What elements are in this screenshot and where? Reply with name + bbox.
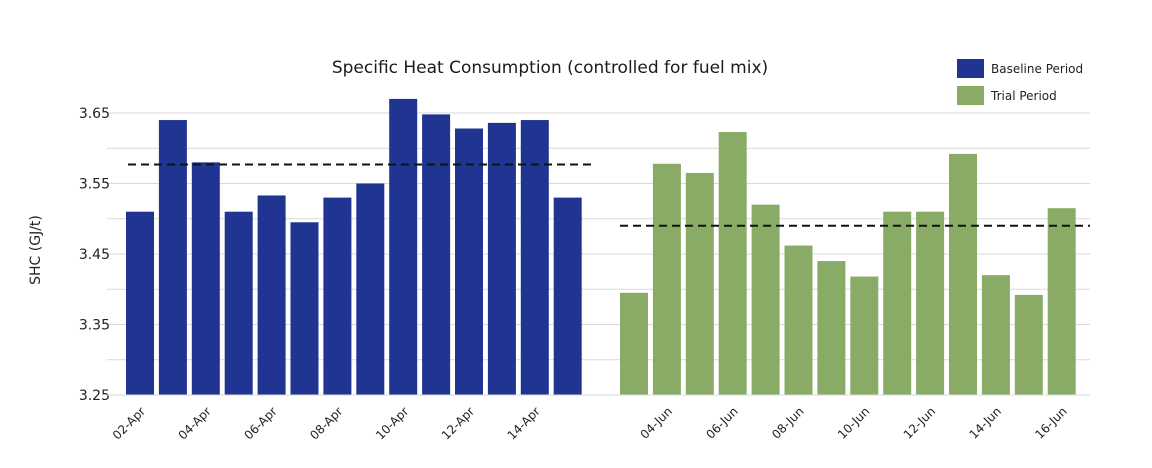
legend-label-baseline: Baseline Period: [991, 62, 1083, 76]
x-tick-label: 08-Jun: [769, 404, 806, 441]
x-tick-label: 16-Jun: [1032, 404, 1069, 441]
bar: [487, 122, 516, 396]
x-tick-label: 04-Apr: [176, 404, 214, 442]
bar: [916, 211, 945, 395]
legend-swatch-trial: [957, 86, 984, 105]
bar: [224, 211, 253, 395]
bar: [191, 162, 220, 395]
y-tick-label: 3.65: [79, 106, 110, 122]
bars: [126, 98, 1076, 396]
bar: [949, 153, 977, 395]
bar: [290, 222, 319, 395]
y-tick-label: 3.25: [79, 388, 110, 404]
bar: [1047, 208, 1076, 395]
y-axis-label: SHC (GJ/t): [28, 215, 44, 285]
x-tick-label: 06-Jun: [703, 404, 740, 441]
legend: Baseline Period Trial Period: [957, 59, 1083, 105]
legend-label-trial: Trial Period: [990, 89, 1057, 103]
y-tick-label: 3.35: [79, 318, 110, 334]
bar: [422, 114, 451, 395]
x-tick-label: 12-Apr: [439, 404, 477, 442]
bar: [323, 197, 352, 395]
bar: [257, 195, 286, 395]
bar: [652, 163, 681, 395]
bar: [356, 183, 385, 395]
x-tick-label: 08-Apr: [307, 404, 345, 442]
bar: [883, 211, 912, 395]
bar: [817, 261, 846, 395]
x-tick-label: 04-Jun: [638, 404, 675, 441]
y-tick-label: 3.55: [79, 177, 110, 193]
y-tick-label: 3.45: [79, 247, 110, 263]
bar: [520, 120, 549, 396]
bar: [685, 172, 714, 395]
bar: [389, 98, 418, 396]
legend-swatch-baseline: [957, 59, 984, 78]
x-tick-label: 06-Apr: [241, 404, 279, 442]
bar: [620, 292, 648, 395]
chart-title: Specific Heat Consumption (controlled fo…: [332, 58, 768, 78]
bar: [981, 275, 1010, 395]
bar: [158, 120, 187, 396]
y-axis: 3.25 3.35 3.45 3.55 3.65: [79, 106, 110, 404]
bar: [126, 211, 154, 395]
bar: [455, 128, 483, 395]
bar: [751, 204, 780, 395]
x-tick-label: 02-Apr: [110, 404, 148, 442]
bar: [718, 132, 747, 395]
bar: [784, 245, 813, 395]
bar: [850, 276, 879, 395]
x-tick-label: 10-Jun: [835, 404, 872, 441]
x-tick-label: 14-Apr: [505, 404, 543, 442]
bar: [553, 197, 582, 395]
x-tick-label: 14-Jun: [967, 404, 1004, 441]
x-tick-label: 12-Jun: [901, 404, 938, 441]
bar: [1014, 294, 1043, 395]
x-tick-label: 10-Apr: [373, 404, 411, 442]
x-axis: 02-Apr 04-Apr 06-Apr 08-Apr 10-Apr 12-Apr 14-A…: [107, 394, 1090, 442]
mean-lines: [128, 163, 1090, 227]
